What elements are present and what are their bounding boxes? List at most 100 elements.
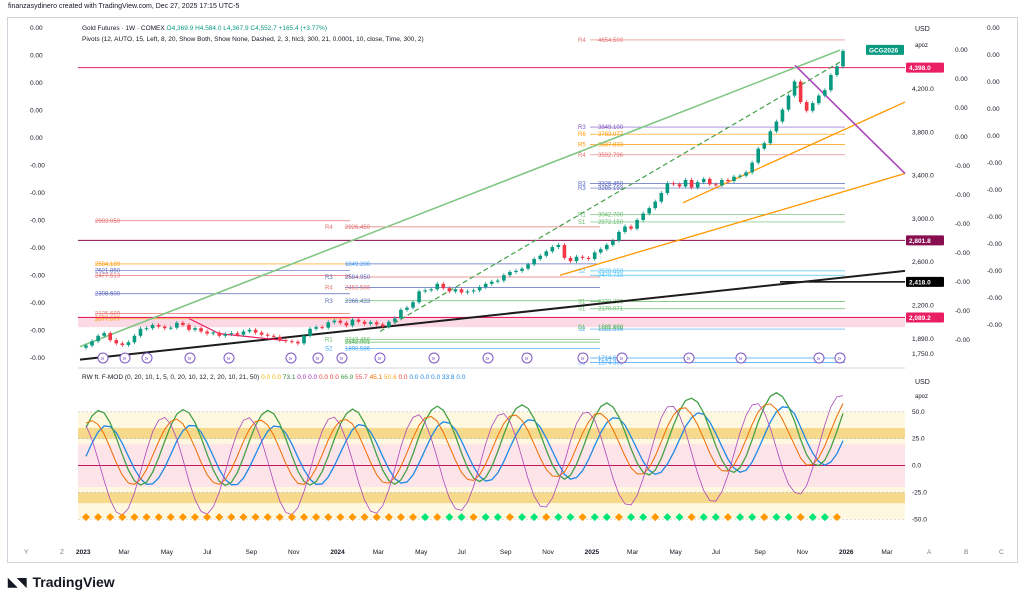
candle-body	[138, 328, 143, 336]
signal-diamond-icon	[772, 513, 781, 522]
corner-letter: B	[964, 549, 968, 556]
event-marker-icon	[683, 352, 695, 364]
candle-body	[532, 258, 536, 265]
pivot-tag: R1	[578, 212, 586, 218]
signal-diamond-icon	[384, 513, 393, 522]
candle-body	[296, 341, 300, 344]
signal-diamond-icon	[433, 513, 442, 522]
candle-body	[798, 81, 803, 103]
right-scale-b-label: -0.00	[987, 268, 1002, 275]
event-marker-icon	[521, 352, 533, 364]
signal-diamond-icon	[723, 513, 732, 522]
oscillator-value: 0.0	[327, 374, 339, 381]
left-scale-label: 0.00	[30, 135, 43, 142]
pivot-value: 4654.500	[598, 38, 624, 44]
time-axis-label: Sep	[754, 549, 766, 556]
candle-body	[435, 283, 440, 290]
oscillator-value: 0.0	[429, 374, 441, 381]
candle-body	[683, 179, 688, 187]
signal-diamond-icon	[106, 513, 115, 522]
candle-body	[526, 264, 530, 269]
candle-body	[193, 328, 197, 330]
candle-body	[247, 329, 252, 332]
right-scale-b-label: -0.00	[987, 322, 1002, 329]
event-marker-icon	[97, 352, 109, 364]
candle-body	[477, 287, 482, 291]
signal-diamond-icon	[711, 513, 720, 522]
pivot-tag: R3	[325, 275, 333, 281]
signal-diamond-icon	[675, 513, 684, 522]
signal-diamond-icon	[651, 513, 660, 522]
event-marker-glyph: »	[838, 356, 842, 363]
candle-body	[508, 271, 512, 276]
candle-body	[350, 319, 355, 326]
pivot-value: 2479.733	[598, 273, 624, 279]
candle-body	[750, 162, 754, 173]
candle-body	[810, 103, 815, 111]
left-scale-label: 0.00	[30, 53, 43, 60]
pivot-value: 2366.433	[345, 299, 371, 305]
price-badge-label: 4,398.0	[909, 65, 931, 72]
signal-diamond-icon	[784, 513, 793, 522]
osc-tick-label: 50.0	[912, 409, 925, 416]
event-marker-glyph: »	[289, 356, 293, 363]
symbol-name[interactable]: Gold Futures · 1W · COMEX	[82, 25, 165, 32]
time-axis-label: Sep	[246, 549, 258, 556]
price-tick-label: 3,400.0	[912, 173, 934, 180]
signal-diamond-icon	[590, 513, 599, 522]
right-scale-a-label: -0.00	[955, 250, 970, 257]
osc-tick-label: -50.0	[912, 516, 927, 523]
candle-body	[175, 322, 179, 328]
left-scale-label: -0.00	[30, 245, 45, 252]
time-axis-label: Nov	[542, 549, 554, 556]
channel-dashed-line	[379, 61, 841, 332]
candle-body	[114, 340, 119, 344]
event-marker-glyph: »	[486, 356, 490, 363]
event-marker-icon	[616, 352, 628, 364]
candle-body	[84, 345, 88, 348]
candle-body	[483, 283, 488, 288]
candle-body	[223, 334, 228, 336]
price-tick-label: 4,200.0	[912, 86, 934, 93]
event-marker-glyph: »	[145, 356, 149, 363]
pivot-tag: R3	[578, 186, 586, 192]
signal-diamond-icon	[493, 513, 502, 522]
candle-body	[108, 333, 113, 341]
osc-axis-scale: apoz	[915, 394, 928, 400]
time-axis-label: Mar	[627, 549, 639, 556]
osc-purple-line	[85, 395, 844, 516]
signal-diamond-icon	[300, 513, 309, 522]
oscillator-legend[interactable]: RW ft. F-MOD (0, 20, 10, 1, 5, 0, 20, 10…	[82, 374, 465, 381]
signal-diamond-icon	[445, 513, 454, 522]
pivot-value: 1861.188	[598, 325, 624, 331]
candle-body	[284, 340, 288, 342]
signal-diamond-icon	[639, 513, 648, 522]
signal-diamond-icon	[263, 513, 272, 522]
right-scale-b-label: 0.00	[987, 79, 1000, 86]
osc-band-lower	[78, 492, 905, 504]
candle-body	[229, 333, 234, 335]
price-badge	[906, 62, 944, 73]
signal-diamond-icon	[808, 513, 817, 522]
candle-body	[447, 288, 452, 292]
candle-body	[417, 291, 421, 303]
pivot-value: 1885.000	[598, 325, 624, 331]
pivot-tag: R3	[578, 182, 586, 188]
osc-tick-label: 0.0	[912, 463, 921, 470]
oscillator-value: 0.0	[418, 374, 430, 381]
corner-letter: Z	[60, 549, 64, 556]
candle-body	[217, 332, 222, 336]
osc-blue-line	[85, 406, 844, 486]
time-axis-label: May	[669, 549, 682, 556]
candle-body	[96, 335, 100, 342]
pivots-indicator-legend[interactable]: Pivots (12, AUTO, 15, Left, 8, 20, Show …	[82, 36, 424, 43]
signal-diamond-icon	[287, 513, 296, 522]
signal-diamond-icon	[191, 513, 200, 522]
event-marker-icon	[374, 352, 386, 364]
event-marker-glyph: »	[378, 356, 382, 363]
candle-body	[562, 244, 567, 258]
event-marker-glyph: »	[581, 356, 585, 363]
signal-diamond-icon	[505, 513, 514, 522]
candle-body	[399, 309, 403, 319]
